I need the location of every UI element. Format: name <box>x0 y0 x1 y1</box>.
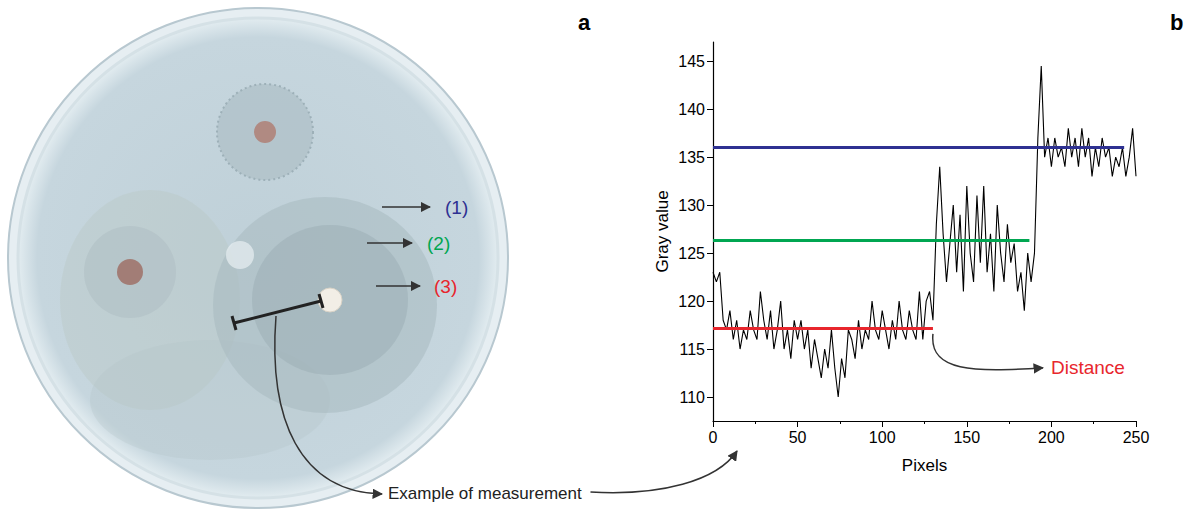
svg-text:115: 115 <box>679 341 705 358</box>
svg-text:125: 125 <box>678 245 705 262</box>
svg-text:Example of measurement: Example of measurement <box>388 484 582 503</box>
svg-text:(3): (3) <box>434 276 457 297</box>
svg-text:150: 150 <box>953 429 980 446</box>
svg-text:145: 145 <box>678 53 705 70</box>
svg-text:130: 130 <box>678 197 705 214</box>
svg-text:120: 120 <box>678 293 705 310</box>
svg-text:200: 200 <box>1038 429 1065 446</box>
svg-text:a: a <box>578 10 591 35</box>
svg-text:0: 0 <box>709 429 718 446</box>
svg-text:(2): (2) <box>427 233 450 254</box>
svg-text:b: b <box>1170 10 1183 35</box>
svg-text:110: 110 <box>679 389 705 406</box>
svg-text:Gray value: Gray value <box>653 190 672 272</box>
svg-text:100: 100 <box>869 429 896 446</box>
svg-text:Pixels: Pixels <box>902 456 947 475</box>
svg-text:(1): (1) <box>445 197 468 218</box>
svg-text:250: 250 <box>1123 429 1150 446</box>
svg-text:135: 135 <box>678 149 705 166</box>
svg-text:140: 140 <box>678 101 705 118</box>
svg-text:Distance: Distance <box>1051 357 1125 378</box>
svg-text:50: 50 <box>789 429 807 446</box>
